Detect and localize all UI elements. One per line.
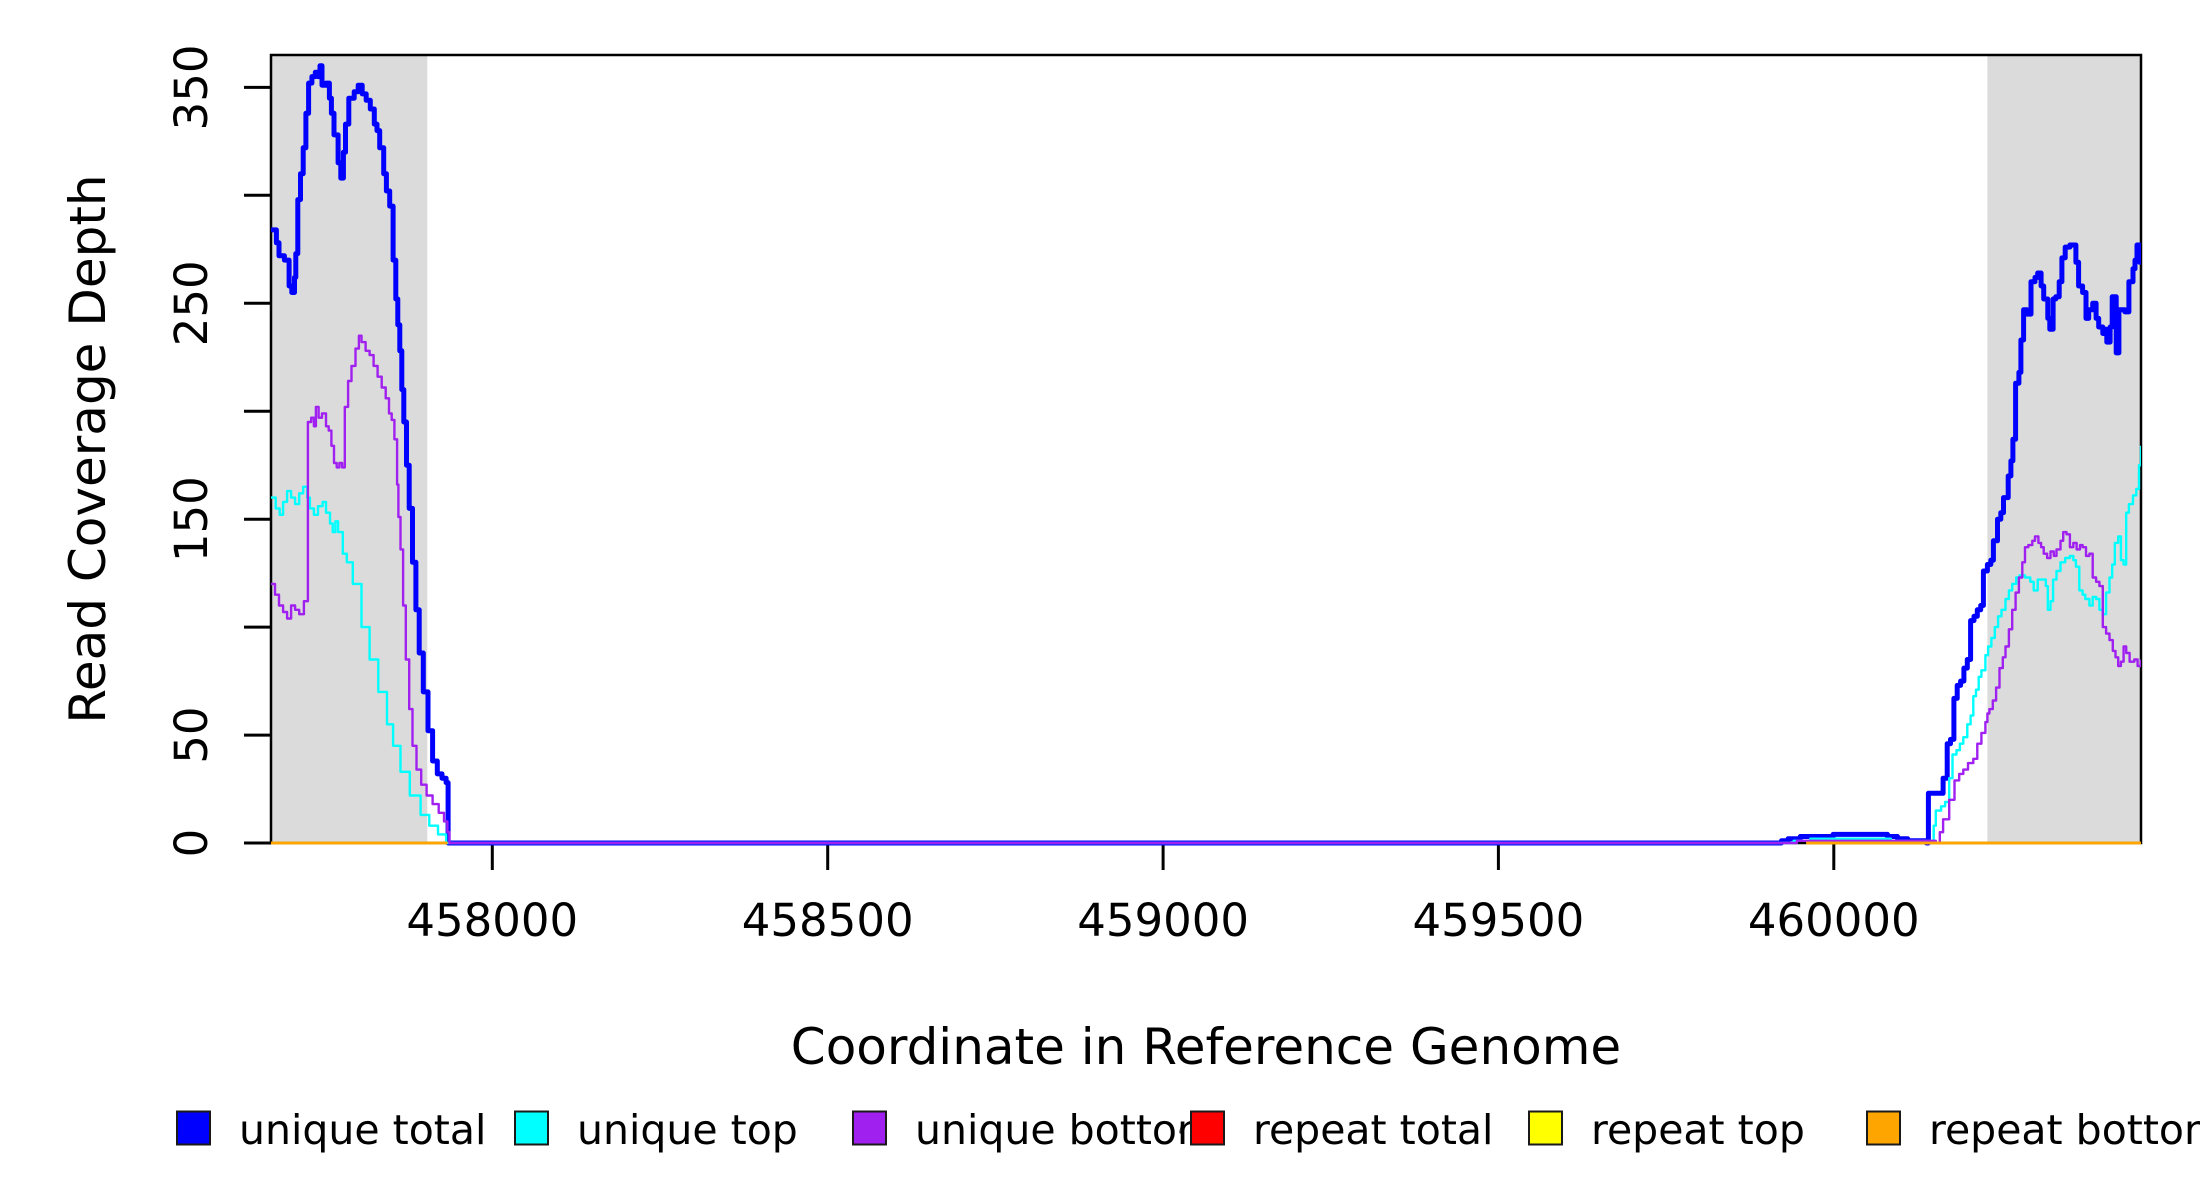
- legend-swatch-unique-top: [514, 1110, 549, 1146]
- x-tick-label-458500: 458500: [742, 894, 914, 947]
- legend-swatch-repeat-total: [1190, 1110, 1225, 1146]
- y-tick-label-50: 50: [165, 706, 218, 763]
- plot-box: [269, 53, 2143, 845]
- legend-swatch-unique-bottom: [852, 1110, 887, 1146]
- y-tick-label-0: 0: [165, 829, 218, 858]
- series-unique-bottom: [271, 334, 2141, 845]
- series-unique-total: [271, 63, 2141, 846]
- x-axis-title: Coordinate in Reference Genome: [790, 1018, 1622, 1076]
- stray-mark: [1179, 1124, 1185, 1134]
- legend-label-unique-top: unique top: [577, 1106, 798, 1154]
- x-tick-label-459500: 459500: [1413, 894, 1585, 947]
- legend-label-repeat-total: repeat total: [1253, 1106, 1493, 1154]
- series-group: [271, 63, 2141, 846]
- x-tick-label-460000: 460000: [1748, 894, 1920, 947]
- legend-swatch-unique-total: [176, 1110, 211, 1146]
- y-tick-label-350: 350: [165, 44, 218, 130]
- legend: unique total unique top unique bottom repea…: [176, 1106, 2200, 1154]
- legend-label-repeat-top: repeat top: [1591, 1106, 1805, 1154]
- legend-label-repeat-bottom: repeat bottom: [1929, 1106, 2200, 1154]
- legend-swatch-repeat-bottom: [1866, 1110, 1901, 1146]
- legend-label-unique-total: unique total: [239, 1106, 486, 1154]
- x-tick-label-458000: 458000: [406, 894, 578, 947]
- y-tick-label-150: 150: [165, 476, 218, 562]
- x-tick-label-459000: 459000: [1077, 894, 1249, 947]
- series-unique-top: [271, 445, 2141, 845]
- y-axis-title: Read Coverage Depth: [59, 174, 117, 724]
- y-tick-label-250: 250: [165, 260, 218, 346]
- legend-label-unique-bottom: unique bottom: [915, 1106, 1217, 1154]
- legend-swatch-repeat-top: [1528, 1110, 1563, 1146]
- repeat-region-left: [271, 55, 428, 843]
